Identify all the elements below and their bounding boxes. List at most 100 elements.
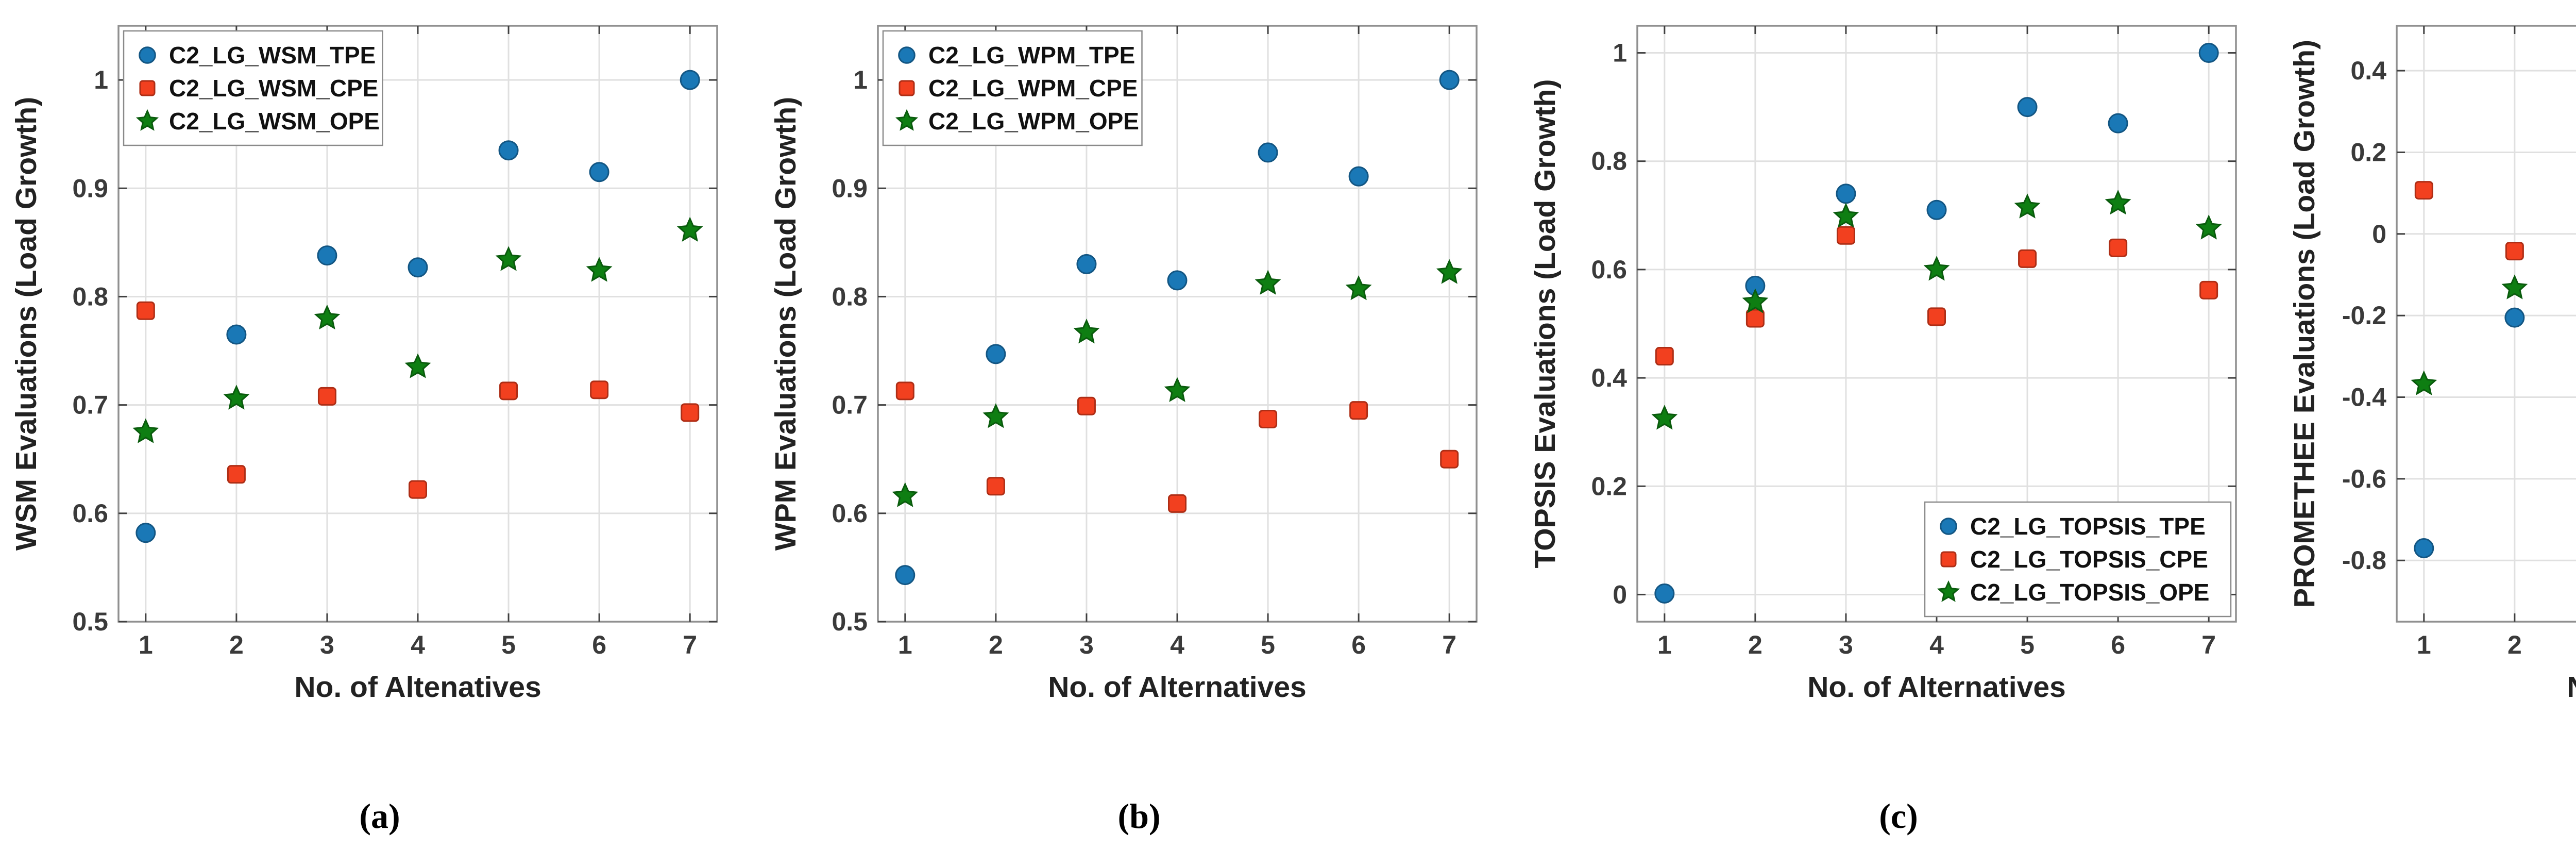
data-marker-circle [1439, 70, 1460, 90]
legend: C2_LG_WPM_TPE C2_LG_WPM_CPE C2_LG_WPM_OPE [882, 30, 1143, 146]
y-tick-label: -0.4 [2342, 383, 2386, 412]
y-axis-label: PROMETHEE Evaluations (Load Growth) [2288, 40, 2321, 608]
y-tick-label: 0 [1613, 580, 1627, 609]
series-C2_LG_WSM_OPE [132, 216, 703, 443]
x-axis-label: No. of Alternatives [1048, 671, 1306, 704]
data-marker-star [1923, 256, 1950, 281]
series-C2_LG_WPM_TPE [895, 70, 1460, 586]
y-tick-label: 0.6 [832, 499, 868, 528]
data-marker-circle [1258, 142, 1278, 163]
y-tick-label: 0.6 [72, 499, 108, 528]
legend-box [1924, 501, 2232, 618]
data-marker-circle [2414, 538, 2434, 558]
data-marker-square [590, 380, 609, 399]
legend-item-label: C2_LG_WSM_TPE [169, 42, 376, 69]
data-marker-circle [1926, 199, 1947, 220]
data-marker-circle [1940, 518, 1957, 535]
data-marker-square [2109, 238, 2128, 257]
data-marker-star [1164, 377, 1191, 402]
data-marker-square [139, 80, 156, 96]
y-tick-label: 0.8 [1591, 147, 1627, 176]
data-marker-square [895, 381, 914, 401]
data-marker-circle [498, 140, 519, 161]
data-marker-square [136, 301, 155, 320]
data-marker-square [1349, 401, 1368, 420]
y-tick-label: 0.4 [2350, 56, 2386, 85]
data-marker-circle [986, 344, 1006, 364]
legend: C2_LG_WSM_TPE C2_LG_WSM_CPE C2_LG_WSM_OPE [123, 30, 383, 146]
legend-item-label: C2_LG_TOPSIS_CPE [1970, 546, 2208, 573]
legend-item-label: C2_LG_TOPSIS_TPE [1970, 513, 2206, 540]
y-tick-label: 0.8 [832, 282, 868, 311]
data-marker-star [2014, 193, 2041, 219]
data-marker-square [317, 387, 336, 406]
data-marker-circle [1348, 166, 1369, 187]
y-tick-label: 1 [853, 65, 868, 94]
data-marker-square [409, 480, 427, 499]
x-axis-tick-labels: 1 2 3 4 5 6 7 [898, 630, 1456, 659]
series-C2_LG_PROMETHEE_OPE [2411, 274, 2528, 395]
x-tick-label: 4 [1929, 630, 1944, 659]
data-marker-star [2411, 370, 2437, 395]
x-tick-label: 6 [592, 630, 606, 659]
x-tick-label: 2 [1748, 630, 1762, 659]
x-axis-label: No. of Alternatives [1807, 671, 2065, 704]
x-tick-label: 3 [1079, 630, 1094, 659]
data-marker-star [586, 257, 613, 282]
y-tick-label: 0 [2372, 220, 2386, 248]
data-markers [1651, 43, 2222, 604]
axis-tick-marks [878, 26, 1477, 623]
x-tick-label: 2 [989, 630, 1003, 659]
x-axis-tick-labels: 1 2 3 4 5 6 7 [1657, 630, 2216, 659]
y-tick-label: 0.2 [2350, 138, 2386, 166]
x-tick-label: 7 [2201, 630, 2216, 659]
x-tick-label: 3 [320, 630, 334, 659]
y-tick-label: 0.5 [832, 607, 868, 636]
data-marker-circle [2108, 113, 2128, 134]
axis-tick-marks [118, 26, 717, 623]
data-marker-star [895, 109, 919, 131]
y-tick-label: 0.4 [1591, 363, 1627, 392]
data-marker-circle [226, 324, 247, 345]
legend-box [123, 30, 383, 146]
data-marker-star [2501, 274, 2528, 299]
y-tick-label: 1 [1613, 39, 1627, 68]
data-marker-circle [1654, 583, 1675, 604]
data-marker-star [1833, 203, 1859, 228]
data-marker-star [1436, 259, 1463, 284]
data-marker-circle [1076, 254, 1097, 274]
data-marker-circle [408, 257, 428, 278]
plot-frame [2396, 25, 2576, 623]
series-C2_LG_PROMETHEE_TPE [2414, 307, 2525, 558]
x-tick-label: 1 [139, 630, 153, 659]
y-axis-label: WSM Evaluations (Load Growth) [10, 97, 43, 551]
x-tick-label: 5 [501, 630, 516, 659]
data-marker-circle [2504, 307, 2525, 328]
gridlines [2397, 26, 2576, 622]
axis-tick-marks [2397, 26, 2516, 622]
y-tick-label: 0.9 [832, 174, 868, 203]
data-marker-circle [135, 523, 156, 543]
y-tick-label: -0.2 [2342, 301, 2386, 330]
x-tick-label: 1 [2417, 630, 2431, 659]
data-marker-star [132, 418, 159, 443]
data-marker-circle [895, 565, 916, 586]
data-marker-square [1940, 551, 1957, 568]
x-tick-label: 1 [1657, 630, 1672, 659]
x-tick-label: 4 [1170, 630, 1184, 659]
legend-item-label: C2_LG_WPM_TPE [928, 42, 1135, 69]
data-marker-star [892, 482, 919, 507]
data-marker-square [1168, 494, 1187, 513]
y-axis-tick-labels: 0.5 0.6 0.7 0.8 0.9 1 [72, 65, 108, 636]
legend-item-label: C2_LG_WSM_OPE [169, 108, 380, 135]
series-C2_LG_PROMETHEE_CPE [2414, 181, 2524, 261]
data-marker-square [1745, 309, 1765, 328]
x-tick-label: 2 [2507, 630, 2522, 659]
legend-box [882, 30, 1143, 146]
data-marker-square [2414, 181, 2433, 200]
x-axis-label: No. of Altenatives [294, 671, 541, 704]
y-axis-tick-labels: 0 0.2 0.4 0.6 0.8 1 [1591, 39, 1627, 609]
data-marker-star [314, 304, 341, 330]
